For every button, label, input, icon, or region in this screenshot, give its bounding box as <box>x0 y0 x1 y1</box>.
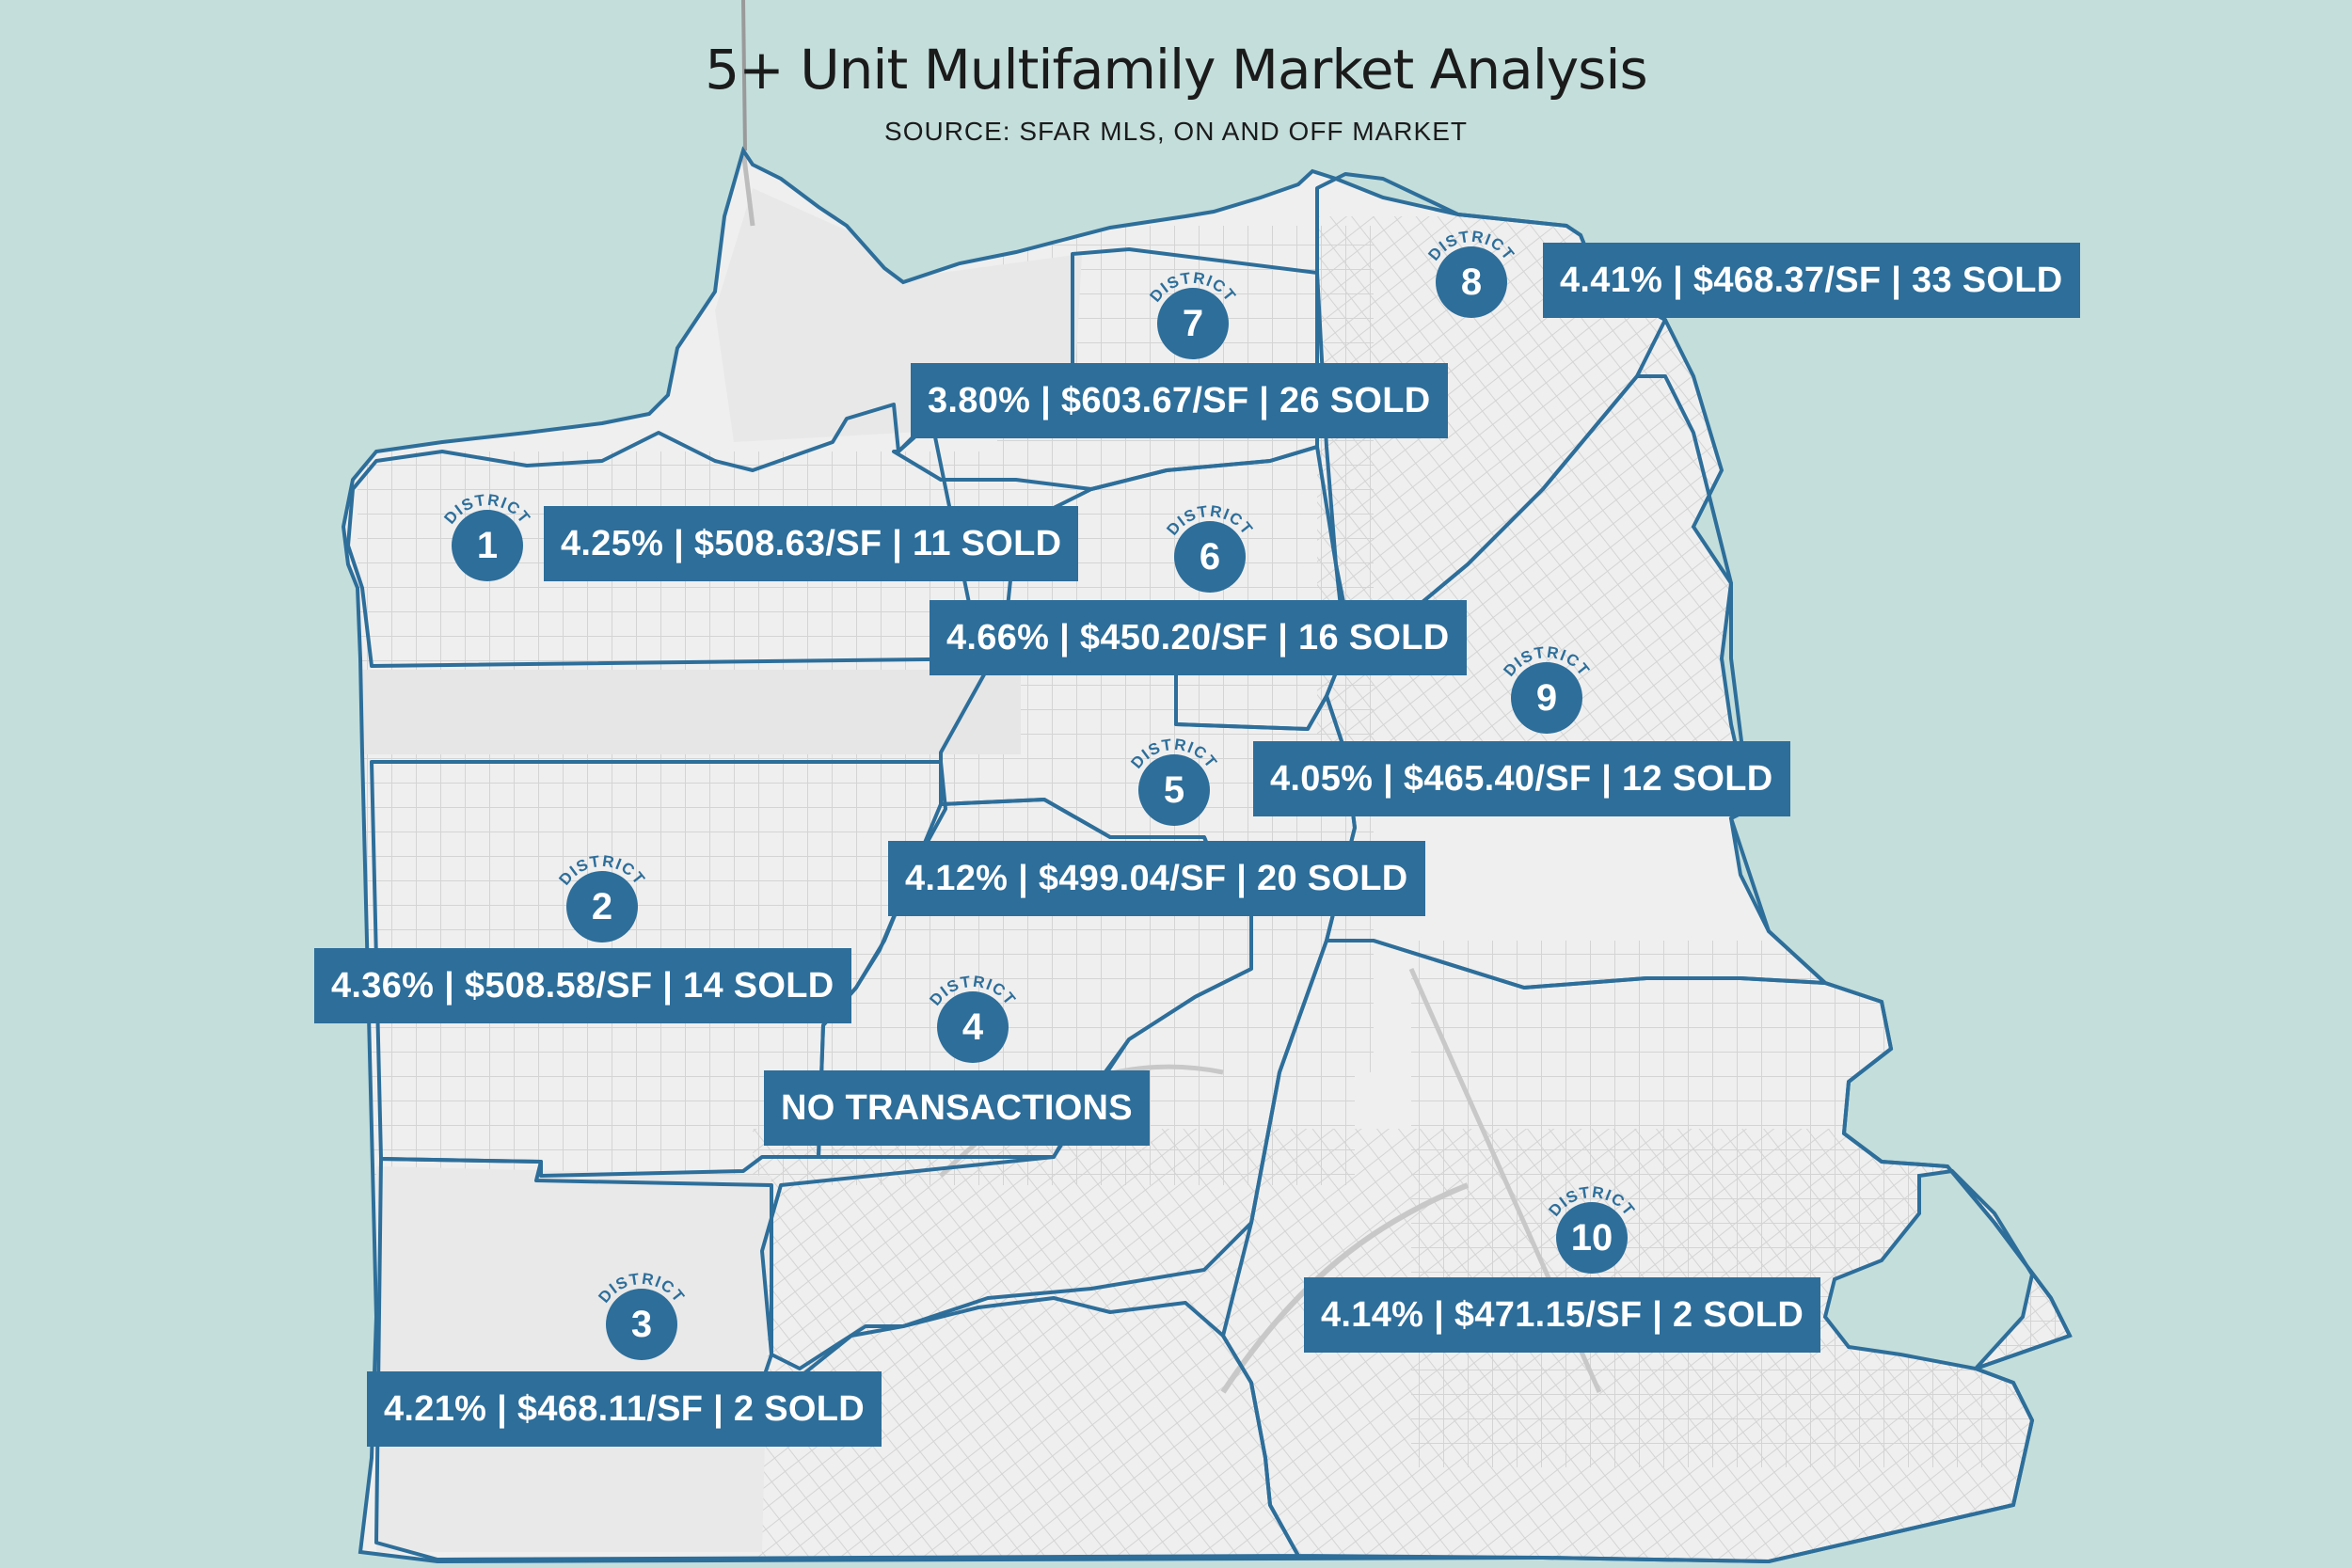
district-9-stats: 4.05% | $465.40/SF | 12 SOLD <box>1253 741 1790 816</box>
district-4-stats: NO TRANSACTIONS <box>764 1070 1150 1146</box>
district-1-marker[interactable]: DISTRICT 1 <box>431 478 544 591</box>
district-10-marker[interactable]: DISTRICT 10 <box>1535 1170 1648 1283</box>
page-subtitle: SOURCE: SFAR MLS, ON AND OFF MARKET <box>884 117 1468 146</box>
page-title: 5+ Unit Multifamily Market Analysis <box>705 38 1647 102</box>
district-3-marker[interactable]: DISTRICT 3 <box>585 1257 698 1370</box>
district-6-stats: 4.66% | $450.20/SF | 16 SOLD <box>930 600 1467 675</box>
district-number: 4 <box>937 991 1009 1063</box>
district-number: 1 <box>452 510 523 581</box>
district-5-stats: 4.12% | $499.04/SF | 20 SOLD <box>888 841 1425 916</box>
district-2-marker[interactable]: DISTRICT 2 <box>546 839 659 952</box>
district-number: 9 <box>1511 662 1582 734</box>
district-4-marker[interactable]: DISTRICT 4 <box>916 959 1029 1072</box>
district-number: 5 <box>1138 754 1210 826</box>
district-6-marker[interactable]: DISTRICT 6 <box>1153 489 1266 602</box>
district-number: 7 <box>1157 288 1229 359</box>
district-number: 8 <box>1436 246 1507 318</box>
district-number: 2 <box>566 871 638 942</box>
district-8-stats: 4.41% | $468.37/SF | 33 SOLD <box>1543 243 2080 318</box>
district-3-stats: 4.21% | $468.11/SF | 2 SOLD <box>367 1371 882 1447</box>
district-10-boundary <box>1221 939 2072 1563</box>
district-8-marker[interactable]: DISTRICT 8 <box>1415 214 1528 327</box>
district-1-stats: 4.25% | $508.63/SF | 11 SOLD <box>544 506 1079 581</box>
district-5-marker[interactable]: DISTRICT 5 <box>1118 722 1231 835</box>
district-9-marker[interactable]: DISTRICT 9 <box>1490 630 1603 743</box>
district-number: 3 <box>606 1289 677 1360</box>
district-7-stats: 3.80% | $603.67/SF | 26 SOLD <box>911 363 1448 438</box>
district-10-stats: 4.14% | $471.15/SF | 2 SOLD <box>1304 1277 1821 1353</box>
district-7-marker[interactable]: DISTRICT 7 <box>1136 256 1249 369</box>
district-2-stats: 4.36% | $508.58/SF | 14 SOLD <box>314 948 851 1023</box>
district-number: 10 <box>1556 1202 1628 1274</box>
district-number: 6 <box>1174 521 1246 593</box>
